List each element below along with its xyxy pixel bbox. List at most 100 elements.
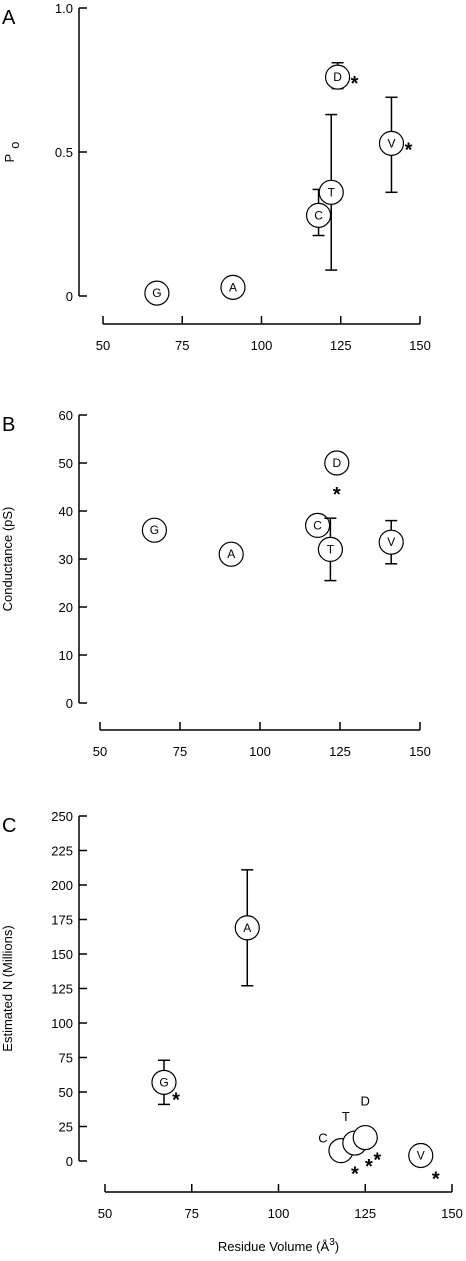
point-label: C (314, 208, 323, 222)
y-tick-label: 60 (59, 408, 73, 423)
y-tick-label: 0 (66, 696, 73, 711)
y-tick-label: 150 (51, 947, 73, 962)
y-axis-title: Conductance (pS) (0, 507, 15, 612)
x-tick-label: 100 (268, 1206, 290, 1221)
point-label: D (361, 1094, 370, 1109)
point-label: T (328, 185, 336, 199)
data-point-C: C (305, 512, 331, 539)
data-point-A: A (220, 274, 246, 300)
panel-label: A (2, 7, 16, 29)
y-tick-label: 40 (59, 504, 73, 519)
panel-label: B (2, 414, 15, 436)
point-marker (408, 1142, 434, 1169)
y-axis-title: Estimated N (Millions) (0, 925, 15, 1051)
y-tick-label: 200 (51, 878, 73, 893)
x-tick-label: 150 (441, 1206, 463, 1221)
point-marker (378, 529, 404, 555)
significance-star: * (365, 1156, 373, 1178)
y-tick-label: 125 (51, 982, 73, 997)
point-label: G (152, 286, 161, 300)
point-label: V (387, 136, 395, 150)
x-tick-label: 125 (330, 338, 352, 353)
significance-star: * (351, 73, 359, 95)
x-tick-label: 125 (329, 744, 351, 759)
data-point-A: A (218, 541, 244, 567)
data-point-V: V* (408, 1142, 440, 1190)
point-marker (352, 1124, 378, 1151)
significance-star: * (373, 1150, 381, 1172)
point-label: V (387, 535, 395, 549)
point-marker (141, 517, 167, 543)
point-marker (378, 130, 405, 156)
x-tick-label: 50 (96, 338, 110, 353)
point-label: T (327, 542, 335, 556)
x-tick-label: 100 (249, 744, 271, 759)
data-point-A: A (234, 869, 260, 987)
data-point-T: T (318, 113, 344, 271)
significance-star: * (432, 1168, 440, 1190)
x-tick-label: 100 (251, 338, 273, 353)
x-tick-label: 150 (409, 744, 431, 759)
x-tick-label: 150 (409, 338, 431, 353)
y-tick-label: 225 (51, 844, 73, 859)
x-tick-label: 50 (93, 744, 107, 759)
point-label: D (333, 70, 342, 84)
point-label: C (313, 518, 322, 532)
y-tick-label: 0.5 (55, 145, 73, 160)
point-label: V (417, 1148, 425, 1162)
point-label: A (243, 921, 251, 935)
data-point-C: C (305, 188, 332, 237)
point-marker (234, 915, 260, 941)
point-label: T (342, 1109, 350, 1124)
significance-star: * (405, 139, 413, 161)
chart-panel-B: B 0 10 20 30 40 50 60 50 75 100 125 150 Conductance (… (0, 408, 431, 759)
point-marker (305, 512, 331, 539)
x-tick-label: 125 (354, 1206, 376, 1221)
y-tick-label: 30 (59, 552, 73, 567)
y-tick-label: 100 (51, 1016, 73, 1031)
point-label: G (159, 1075, 168, 1089)
point-label: A (227, 547, 235, 561)
y-tick-label: 50 (59, 1085, 73, 1100)
x-tick-label: 75 (185, 1206, 199, 1221)
x-axis-title: Residue Volume (Å3) (218, 1237, 339, 1254)
y-axis-title-subscript: o (7, 142, 22, 149)
y-tick-label: 10 (59, 648, 73, 663)
point-marker (317, 536, 343, 563)
panel-label: C (2, 815, 16, 837)
data-point-G: G (144, 280, 170, 306)
data-point-V: V (378, 519, 404, 565)
point-marker (151, 1069, 177, 1095)
point-marker (218, 541, 244, 567)
significance-star: * (351, 1164, 359, 1186)
y-tick-label: 75 (59, 1051, 73, 1066)
point-label: A (229, 280, 237, 294)
point-label: C (318, 1131, 327, 1146)
significance-star: * (333, 484, 341, 506)
point-marker (324, 64, 351, 90)
data-point-D: D* (324, 450, 350, 506)
y-tick-label: 0 (66, 289, 73, 304)
y-axis-title: Po (2, 142, 22, 163)
x-tick-label: 75 (173, 744, 187, 759)
y-tick-label: 0 (66, 1154, 73, 1169)
y-tick-label: 175 (51, 913, 73, 928)
point-label: G (150, 523, 159, 537)
point-marker (220, 274, 246, 300)
x-axis-title-superscript: 3 (329, 1237, 335, 1248)
x-axis-title-close: ) (335, 1239, 339, 1254)
data-point-G: G* (151, 1059, 180, 1111)
y-tick-label: 250 (51, 809, 73, 824)
y-tick-label: 50 (59, 456, 73, 471)
data-point-V: V* (378, 96, 413, 194)
chart-panel-C: C 0 25 50 75 100 125 150 175 200 225 250 50 75 100 125 1… (0, 809, 463, 1254)
point-marker (144, 280, 170, 306)
data-point-D: D* (352, 1094, 381, 1172)
data-point-G: G (141, 517, 167, 543)
point-marker (318, 179, 344, 205)
y-tick-label: 20 (59, 600, 73, 615)
point-label: D (332, 456, 341, 470)
x-tick-label: 75 (175, 338, 189, 353)
